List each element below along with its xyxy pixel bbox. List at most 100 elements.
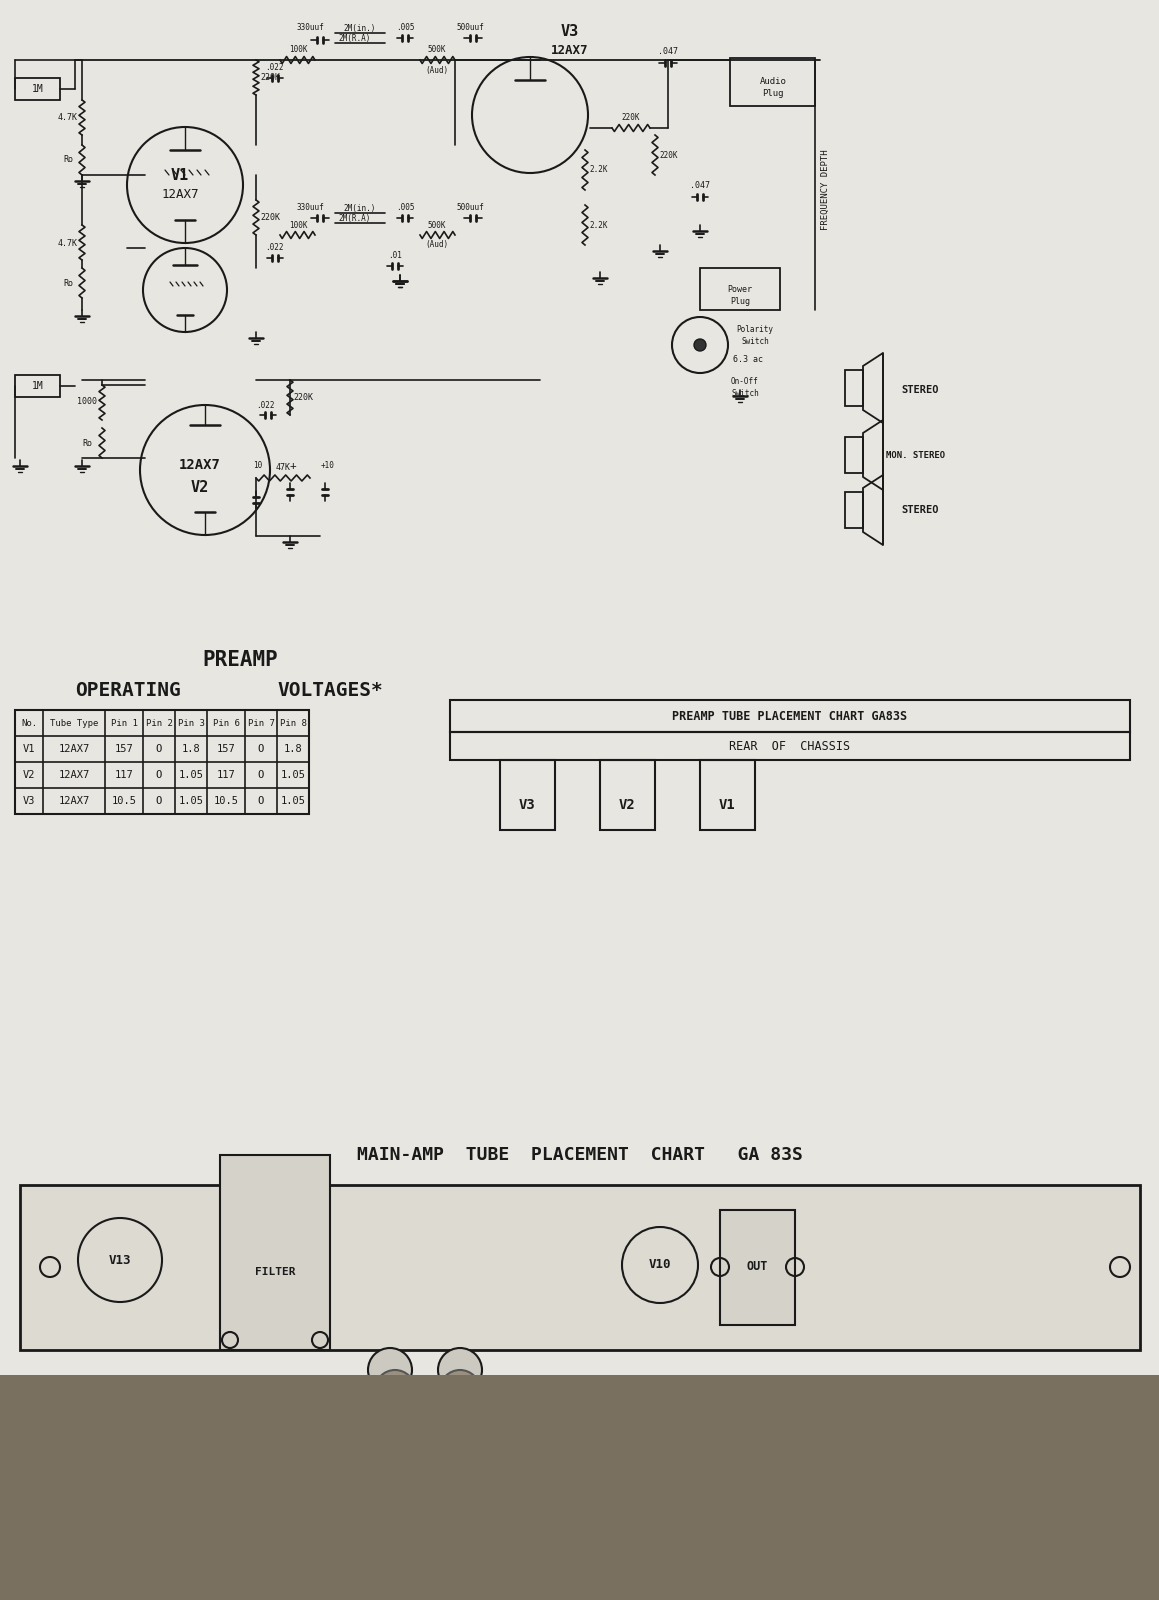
Text: OUT: OUT [746,1261,767,1274]
Text: 2M(R.A): 2M(R.A) [338,213,371,222]
Bar [845,370,863,406]
Text: 1.05: 1.05 [178,795,204,806]
Text: 12AX7: 12AX7 [552,43,589,56]
Text: 157: 157 [217,744,235,754]
Text: STEREO: STEREO [902,386,939,395]
Text: Switch: Switch [741,338,768,347]
Text: .022: .022 [264,64,283,72]
Text: .01: .01 [388,251,402,261]
Text: 4.7K: 4.7K [58,238,78,248]
Text: V2: V2 [191,480,209,496]
Text: 220K: 220K [659,150,678,160]
Text: Power: Power [728,285,752,293]
Text: V3: V3 [561,24,580,40]
Text: 330uuf: 330uuf [297,24,323,32]
Text: .022: .022 [256,400,275,410]
Text: Plug: Plug [730,296,750,306]
Text: 500K: 500K [428,45,446,54]
Text: Ro: Ro [82,438,92,448]
Text: 2M(in.): 2M(in.) [344,24,377,32]
Text: 1.05: 1.05 [280,795,306,806]
Text: OPERATING: OPERATING [75,680,181,699]
Text: PREAMP: PREAMP [202,650,278,670]
Text: V13: V13 [109,1253,131,1267]
Text: 12AX7: 12AX7 [58,795,89,806]
Text: 12AX7: 12AX7 [58,770,89,781]
Bar [15,374,60,397]
Text: 500K: 500K [428,221,446,229]
Text: 47K: 47K [276,464,291,472]
Text: Pin 7: Pin 7 [248,718,275,728]
Text: 1M: 1M [32,381,44,390]
Text: V1: V1 [23,744,35,754]
Text: +: + [290,461,297,470]
Bar [600,760,655,830]
Text: O: O [257,795,264,806]
Text: MAIN-AMP  TUBE  PLACEMENT  CHART   GA 83S: MAIN-AMP TUBE PLACEMENT CHART GA 83S [357,1146,803,1165]
Text: .005: .005 [395,24,414,32]
Text: Pin 8: Pin 8 [279,718,306,728]
Bar [700,267,780,310]
Bar [720,1210,795,1325]
Text: V3: V3 [518,798,535,813]
Bar [450,733,1130,760]
Text: V10: V10 [649,1259,671,1272]
Bar [450,701,1130,733]
Text: .047: .047 [690,181,710,189]
Text: V3: V3 [23,795,35,806]
Text: 12AX7: 12AX7 [161,189,198,202]
Text: 500uuf: 500uuf [457,24,483,32]
Text: 100K: 100K [289,221,307,229]
Text: O: O [155,795,162,806]
Text: FILTER: FILTER [255,1267,296,1277]
Text: 1.8: 1.8 [284,744,302,754]
Text: 1M: 1M [32,83,44,94]
Text: V1: V1 [170,168,189,182]
Text: 220K: 220K [621,114,640,123]
Circle shape [694,339,706,350]
Text: 1.8: 1.8 [182,744,201,754]
Bar [845,437,863,474]
Text: Polarity: Polarity [736,325,773,334]
Text: 12AX7: 12AX7 [178,458,221,472]
Circle shape [622,1227,698,1302]
Text: 2M(in.): 2M(in.) [344,203,377,213]
Bar [845,493,863,528]
Text: PREAMP TUBE PLACEMENT CHART GA83S: PREAMP TUBE PLACEMENT CHART GA83S [672,709,907,723]
Text: FREQUENCY DEPTH: FREQUENCY DEPTH [821,150,830,230]
Text: 10.5: 10.5 [213,795,239,806]
Text: 2.2K: 2.2K [590,165,608,174]
Text: Audio: Audio [759,77,787,86]
Text: MON. STEREO: MON. STEREO [887,451,946,459]
Text: Ro: Ro [63,155,73,165]
Text: 117: 117 [115,770,133,781]
Circle shape [369,1347,411,1392]
Text: O: O [155,770,162,781]
Text: 330uuf: 330uuf [297,203,323,213]
Text: VOLTAGES*: VOLTAGES* [277,680,382,699]
Bar [500,760,555,830]
Circle shape [78,1218,162,1302]
Text: 220K: 220K [260,213,280,222]
Bar [0,1374,1159,1600]
Text: 157: 157 [115,744,133,754]
Text: On-Off: On-Off [731,378,759,387]
Circle shape [376,1370,415,1410]
Text: +10: +10 [321,461,335,470]
Text: 500uuf: 500uuf [457,203,483,213]
Text: Pin 3: Pin 3 [177,718,204,728]
Bar [15,710,309,814]
Text: Pin 1: Pin 1 [110,718,138,728]
Text: Pin 6: Pin 6 [212,718,240,728]
Text: 10.5: 10.5 [111,795,137,806]
Text: Ro: Ro [63,278,73,288]
Text: 1.05: 1.05 [178,770,204,781]
Text: STEREO: STEREO [902,506,939,515]
Circle shape [440,1370,480,1410]
Text: 220K: 220K [260,74,280,83]
Bar [220,1155,330,1350]
Text: O: O [155,744,162,754]
Text: Plug: Plug [763,90,783,99]
Text: 10: 10 [254,461,263,470]
Text: 12AX7: 12AX7 [58,744,89,754]
